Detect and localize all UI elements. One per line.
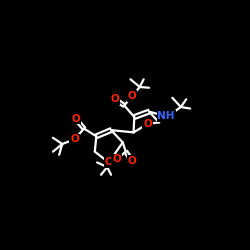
Text: O: O xyxy=(70,134,79,144)
Text: O: O xyxy=(128,91,136,101)
Text: O: O xyxy=(110,94,119,104)
Text: O: O xyxy=(104,158,113,168)
Text: O: O xyxy=(71,114,80,124)
Text: O: O xyxy=(128,156,136,166)
Text: O: O xyxy=(112,154,121,164)
Text: NH: NH xyxy=(157,111,175,121)
Text: O: O xyxy=(143,119,152,129)
